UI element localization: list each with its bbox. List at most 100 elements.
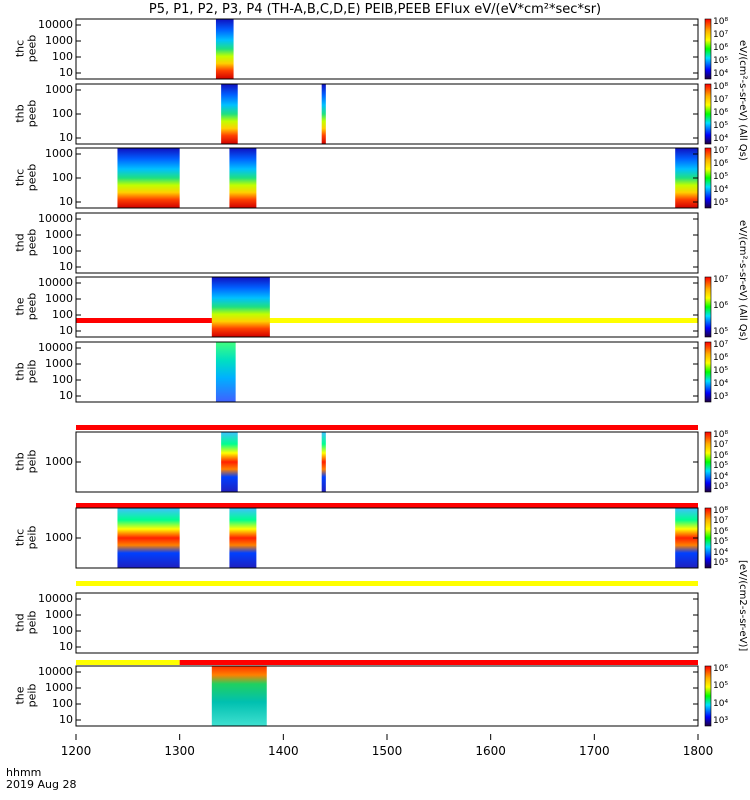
colorbar-tick-label: 10⁷ [713, 340, 729, 350]
colorbar-tick-label: 10⁶ [713, 301, 729, 311]
panel-label-probe: thc [13, 168, 27, 187]
panel-label-product: peib [25, 525, 39, 550]
y-tick-label: 1000 [45, 34, 73, 47]
colorbar-tick-label: 10³ [713, 198, 729, 208]
y-tick-label: 10000 [38, 212, 73, 225]
colorbar-tick-label: 10⁴ [713, 185, 729, 195]
colorbar-tick-label: 10⁵ [713, 56, 729, 66]
colorbar-tick-label: 10⁷ [713, 440, 729, 451]
panel-frame [75, 276, 699, 338]
y-tick-label: 1000 [45, 531, 73, 544]
colorbar-tick-label: 10⁴ [713, 547, 729, 558]
x-tick-label: 1700 [579, 744, 610, 758]
panel-frame [75, 18, 699, 80]
colorbar-tick-label: 10⁷ [713, 516, 729, 527]
quality-strip-segment [179, 660, 698, 665]
panel-label-probe: the [13, 686, 27, 705]
y-tick-label: 100 [52, 373, 73, 386]
x-tick-label: 1600 [475, 744, 506, 758]
x-tick-label: 1200 [60, 744, 92, 758]
y-tick-label: 1000 [45, 228, 73, 241]
y-tick-label: 100 [52, 697, 73, 710]
spectrogram-block [321, 432, 326, 492]
y-tick-label: 1000 [45, 83, 73, 96]
quality-strip-segment [76, 318, 238, 323]
y-tick-label: 10000 [38, 18, 73, 31]
colorbar [704, 276, 712, 338]
colorbar-tick-label: 10⁵ [713, 681, 729, 692]
y-tick-label: 10 [59, 713, 73, 726]
colorbar [704, 507, 712, 569]
spectrogram-block [211, 666, 267, 726]
quality-strip-segment [76, 503, 698, 508]
y-tick-label: 10 [59, 324, 73, 337]
colorbar-tick-label: 10⁶ [713, 159, 729, 169]
quality-strip-segment [76, 660, 180, 665]
y-tick-label: 100 [52, 624, 73, 637]
y-tick-label: 10000 [38, 276, 73, 289]
panel-label-probe: thc [13, 528, 27, 547]
spectrogram-block [211, 277, 270, 337]
spectrogram-block [117, 148, 180, 208]
colorbar-tick-label: 10⁶ [713, 353, 729, 363]
panel-label-product: peeb [25, 163, 39, 192]
colorbar-tick-label: 10⁷ [713, 275, 729, 285]
panel-frame [75, 341, 699, 403]
colorbar [704, 83, 712, 145]
colorbar-tick-label: 10³ [713, 392, 729, 402]
colorbar-tick-label: 10⁸ [713, 82, 729, 92]
panel-frame [75, 592, 699, 654]
panel-label-probe: thc [13, 39, 27, 58]
y-tick-label: 10 [59, 640, 73, 653]
x-axis-label-hhmm: hhmm [6, 766, 42, 779]
colorbar-tick-label: 10³ [713, 716, 729, 726]
x-axis-label-date: 2019 Aug 28 [6, 778, 77, 791]
x-tick-label: 1400 [268, 744, 299, 758]
y-tick-label: 1000 [45, 608, 73, 621]
colorbar-units-label: [eV/(cm2-s-sr-eV)] [737, 560, 748, 652]
y-tick-label: 100 [52, 171, 73, 184]
colorbar [704, 18, 712, 80]
colorbar-tick-label: 10³ [713, 482, 729, 492]
colorbar-tick-label: 10⁸ [713, 506, 729, 516]
panel-label-probe: thd [13, 613, 27, 632]
x-tick-label: 1800 [682, 744, 714, 758]
colorbar-tick-label: 10⁶ [713, 450, 729, 461]
colorbar [704, 665, 712, 727]
colorbar-tick-label: 10⁴ [713, 69, 729, 79]
spectrogram-block [675, 508, 698, 568]
quality-strip-segment [237, 318, 698, 323]
panel-label-product: peib [25, 449, 39, 474]
panel-frame [75, 83, 699, 145]
colorbar-tick-label: 10⁶ [713, 108, 729, 118]
spectrogram-block [117, 508, 180, 568]
panel-label-probe: thb [13, 362, 27, 381]
spectrogram-block [675, 148, 698, 208]
y-tick-label: 10 [59, 131, 73, 144]
spectrogram-block [221, 432, 238, 492]
colorbar-tick-label: 10⁵ [713, 366, 729, 376]
colorbar-tick-label: 10⁸ [713, 17, 729, 27]
figure-title: P5, P1, P2, P3, P4 (TH-A,B,C,D,E) PEIB,P… [148, 2, 602, 17]
y-tick-label: 100 [52, 308, 73, 321]
panel-frame [75, 431, 699, 493]
panel-label-probe: thd [13, 233, 27, 252]
panel-label-product: peib [25, 610, 39, 635]
spectrogram-block [229, 148, 257, 208]
y-tick-label: 1000 [45, 681, 73, 694]
y-tick-label: 1000 [45, 147, 73, 160]
colorbar-units-label: eV/(cm²-s-sr-eV) (All Qs) [737, 220, 748, 341]
y-tick-label: 100 [52, 244, 73, 257]
colorbar-tick-label: 10⁴ [713, 379, 729, 389]
x-tick-label: 1300 [164, 744, 195, 758]
colorbar-tick-label: 10⁴ [713, 698, 729, 709]
colorbar-tick-label: 10⁵ [713, 537, 729, 548]
y-tick-label: 1000 [45, 292, 73, 305]
panel-frame [75, 665, 699, 727]
colorbar-tick-label: 10⁵ [713, 327, 729, 337]
y-tick-label: 1000 [45, 455, 73, 468]
y-tick-label: 10000 [38, 665, 73, 678]
y-tick-label: 10 [59, 66, 73, 79]
panel-label-probe: thb [13, 452, 27, 471]
